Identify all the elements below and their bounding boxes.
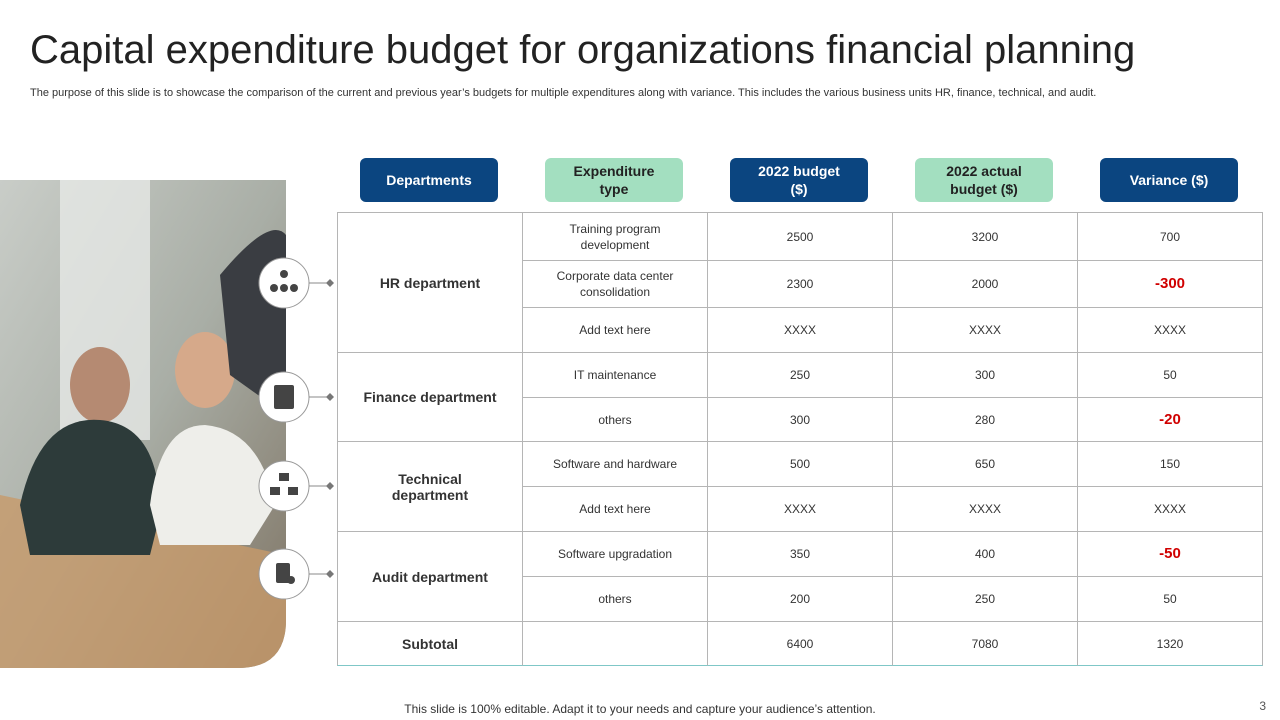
- column-header: 2022 budget ($): [730, 158, 868, 202]
- value-cell: 300: [892, 352, 1078, 398]
- value-cell: 350: [707, 531, 893, 577]
- column-header: Variance ($): [1100, 158, 1238, 202]
- footer: This slide is 100% editable. Adapt it to…: [404, 702, 876, 716]
- value-cell: XXXX: [707, 307, 893, 353]
- value-cell: XXXX: [1077, 486, 1263, 532]
- subtotal-value: 7080: [892, 621, 1078, 666]
- value-cell: 150: [1077, 441, 1263, 487]
- subtotal-value: 1320: [1077, 621, 1263, 666]
- expenditure-type: Software upgradation: [522, 531, 708, 577]
- subtotal-label: Subtotal: [337, 621, 523, 666]
- photo: [0, 180, 334, 668]
- value-cell: -50: [1077, 531, 1263, 577]
- value-cell: 50: [1077, 352, 1263, 398]
- title: Capital expenditure budget for organizat…: [30, 28, 1136, 72]
- value-cell: 500: [707, 441, 893, 487]
- value-cell: XXXX: [892, 307, 1078, 353]
- value-cell: 650: [892, 441, 1078, 487]
- empty-cell: [522, 621, 708, 666]
- subtitle: The purpose of this slide is to showcase…: [30, 87, 1097, 99]
- value-cell: 280: [892, 397, 1078, 442]
- expenditure-type: others: [522, 397, 708, 442]
- expenditure-type: IT maintenance: [522, 352, 708, 398]
- expenditure-type: Add text here: [522, 307, 708, 353]
- value-cell: 700: [1077, 212, 1263, 261]
- value-cell: 400: [892, 531, 1078, 577]
- column-header: 2022 actual budget ($): [915, 158, 1053, 202]
- value-cell: 250: [707, 352, 893, 398]
- expenditure-type: Corporate data center consolidation: [522, 260, 708, 308]
- department-cell: Finance department: [337, 352, 523, 442]
- value-cell: 300: [707, 397, 893, 442]
- expenditure-type: others: [522, 576, 708, 622]
- expenditure-type: Add text here: [522, 486, 708, 532]
- column-header: Departments: [360, 158, 498, 202]
- value-cell: 2500: [707, 212, 893, 261]
- value-cell: 50: [1077, 576, 1263, 622]
- expenditure-type: Training program development: [522, 212, 708, 261]
- value-cell: XXXX: [707, 486, 893, 532]
- page-number: 3: [1259, 699, 1266, 713]
- value-cell: 2300: [707, 260, 893, 308]
- department-cell: Audit department: [337, 531, 523, 622]
- department-cell: Technical department: [337, 441, 523, 532]
- value-cell: XXXX: [892, 486, 1078, 532]
- value-cell: -20: [1077, 397, 1263, 442]
- value-cell: XXXX: [1077, 307, 1263, 353]
- value-cell: 200: [707, 576, 893, 622]
- value-cell: -300: [1077, 260, 1263, 308]
- value-cell: 2000: [892, 260, 1078, 308]
- value-cell: 3200: [892, 212, 1078, 261]
- column-header: Expenditure type: [545, 158, 683, 202]
- expenditure-type: Software and hardware: [522, 441, 708, 487]
- department-cell: HR department: [337, 212, 523, 353]
- subtotal-value: 6400: [707, 621, 893, 666]
- value-cell: 250: [892, 576, 1078, 622]
